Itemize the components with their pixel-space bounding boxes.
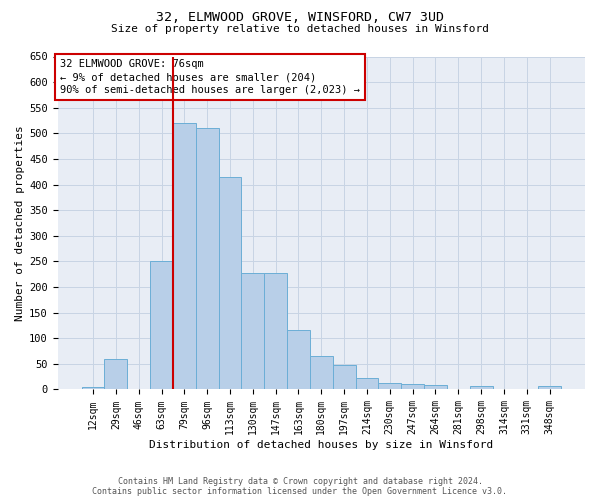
Bar: [196, 128, 218, 390]
Bar: [264, 272, 287, 390]
Text: Size of property relative to detached houses in Winsford: Size of property relative to detached ho…: [111, 24, 489, 34]
Bar: [150, 262, 173, 390]
Text: 32, ELMWOOD GROVE, WINSFORD, CW7 3UD: 32, ELMWOOD GROVE, WINSFORD, CW7 3UD: [156, 11, 444, 24]
Bar: [538, 386, 561, 390]
Bar: [241, 272, 264, 390]
Bar: [470, 386, 493, 390]
Bar: [82, 387, 104, 390]
Text: Contains HM Land Registry data © Crown copyright and database right 2024.
Contai: Contains HM Land Registry data © Crown c…: [92, 476, 508, 496]
Bar: [104, 358, 127, 390]
X-axis label: Distribution of detached houses by size in Winsford: Distribution of detached houses by size …: [149, 440, 493, 450]
Bar: [173, 123, 196, 390]
Y-axis label: Number of detached properties: Number of detached properties: [15, 125, 25, 321]
Bar: [218, 177, 241, 390]
Bar: [356, 378, 379, 390]
Text: 32 ELMWOOD GROVE: 76sqm
← 9% of detached houses are smaller (204)
90% of semi-de: 32 ELMWOOD GROVE: 76sqm ← 9% of detached…: [60, 59, 360, 95]
Bar: [424, 385, 447, 390]
Bar: [379, 384, 401, 390]
Bar: [333, 366, 356, 390]
Bar: [401, 384, 424, 390]
Bar: [287, 330, 310, 390]
Bar: [310, 356, 333, 390]
